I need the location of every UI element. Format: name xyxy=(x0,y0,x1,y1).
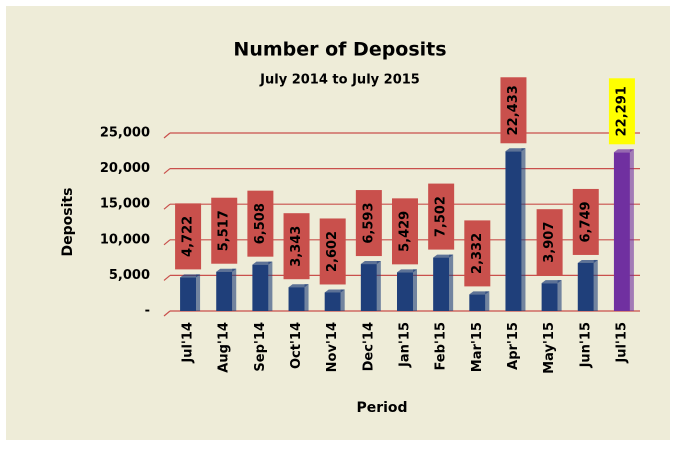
data-label-box xyxy=(392,198,418,265)
x-tick-label: Jul'14 xyxy=(181,322,196,364)
data-label-box xyxy=(536,209,563,276)
data-label: 5,429 xyxy=(398,211,413,252)
bar-side xyxy=(629,149,634,311)
bar-side xyxy=(521,148,526,311)
grid-line-depth xyxy=(163,168,171,175)
bar xyxy=(288,287,305,311)
grid-line-depth xyxy=(163,132,171,139)
bar-top xyxy=(397,269,417,273)
data-label: 2,332 xyxy=(470,233,485,274)
x-tick-label: Feb'15 xyxy=(434,322,449,371)
bar-top xyxy=(360,261,381,265)
x-tick-label: Dec'14 xyxy=(361,322,376,371)
bar-top xyxy=(505,148,526,152)
bar xyxy=(577,262,594,311)
data-label: 6,593 xyxy=(361,202,376,243)
data-label-box xyxy=(175,203,202,270)
y-tick-label: 5,000 xyxy=(109,268,150,283)
bar-top xyxy=(252,261,273,265)
bar xyxy=(433,257,450,311)
x-tick-label: Jun'15 xyxy=(578,322,593,368)
data-label: 6,749 xyxy=(578,201,593,242)
bar-side xyxy=(268,261,273,311)
data-label: 7,502 xyxy=(434,196,449,237)
data-label: 22,433 xyxy=(506,85,521,135)
bar-side xyxy=(413,269,417,311)
grid-line-depth xyxy=(163,239,171,246)
y-tick-label: 15,000 xyxy=(100,197,150,212)
bar-top xyxy=(613,149,634,153)
data-label: 4,722 xyxy=(181,216,196,257)
data-label-box xyxy=(428,183,455,250)
grid-line-depth xyxy=(163,203,171,210)
grid-line-depth xyxy=(163,274,171,281)
bar-top xyxy=(288,284,309,288)
x-tick-label: Jan'15 xyxy=(398,322,413,368)
x-tick-label: Apr'15 xyxy=(506,322,521,370)
bar-side xyxy=(232,268,237,311)
bar-side xyxy=(304,284,309,311)
bar xyxy=(613,152,630,311)
x-tick-label: Oct'14 xyxy=(289,322,304,369)
bar xyxy=(252,264,269,311)
bar-side xyxy=(196,274,201,311)
data-label: 2,602 xyxy=(325,231,340,272)
data-label-box xyxy=(608,78,635,145)
data-label-box xyxy=(211,197,238,264)
data-label-box xyxy=(572,188,599,255)
bar-top xyxy=(541,280,562,284)
bar-top xyxy=(433,254,454,258)
y-tick-label: 20,000 xyxy=(100,161,150,176)
bar xyxy=(541,283,558,311)
x-tick-label: Sep'14 xyxy=(253,322,268,372)
y-tick-label: 25,000 xyxy=(100,126,150,141)
data-label-box xyxy=(500,77,527,144)
bar-side xyxy=(557,280,562,311)
data-label: 3,907 xyxy=(542,222,557,263)
grid-line-depth xyxy=(163,310,171,317)
x-tick-label: Mar'15 xyxy=(470,322,485,372)
bar xyxy=(360,264,377,311)
bar-top xyxy=(324,289,345,293)
bar xyxy=(216,271,233,311)
bar-top xyxy=(180,274,201,278)
bar-top xyxy=(216,268,237,272)
x-tick-label: Jul'15 xyxy=(614,322,629,364)
y-axis-label: Deposits xyxy=(60,188,76,257)
bar xyxy=(397,272,413,311)
bar-side xyxy=(340,289,345,311)
bar xyxy=(324,292,341,311)
data-label-box xyxy=(283,213,310,280)
data-label: 3,343 xyxy=(289,226,304,267)
bar xyxy=(505,151,522,311)
x-tick-label: Nov'14 xyxy=(325,322,340,372)
data-label: 22,291 xyxy=(614,86,629,136)
bar-side xyxy=(449,254,454,311)
bar-side xyxy=(376,261,381,311)
bar-top xyxy=(577,259,598,263)
bar-top xyxy=(469,291,490,295)
data-label-box xyxy=(319,218,346,285)
bar xyxy=(469,294,486,311)
y-tick-label: - xyxy=(145,304,150,319)
data-label-box xyxy=(464,220,491,287)
data-label: 5,517 xyxy=(217,210,232,251)
data-label-box xyxy=(247,190,274,257)
y-tick-label: 10,000 xyxy=(100,232,150,247)
bar-side xyxy=(593,259,598,311)
data-label-box xyxy=(355,190,382,257)
chart-title: Number of Deposits xyxy=(233,39,446,61)
chart-subtitle: July 2014 to July 2015 xyxy=(259,73,420,88)
x-tick-label: May'15 xyxy=(542,322,557,374)
x-axis-label: Period xyxy=(356,400,407,416)
bar-side xyxy=(485,291,490,311)
bar xyxy=(180,277,197,311)
x-tick-label: Aug'14 xyxy=(217,322,232,373)
data-label: 6,508 xyxy=(253,203,268,244)
